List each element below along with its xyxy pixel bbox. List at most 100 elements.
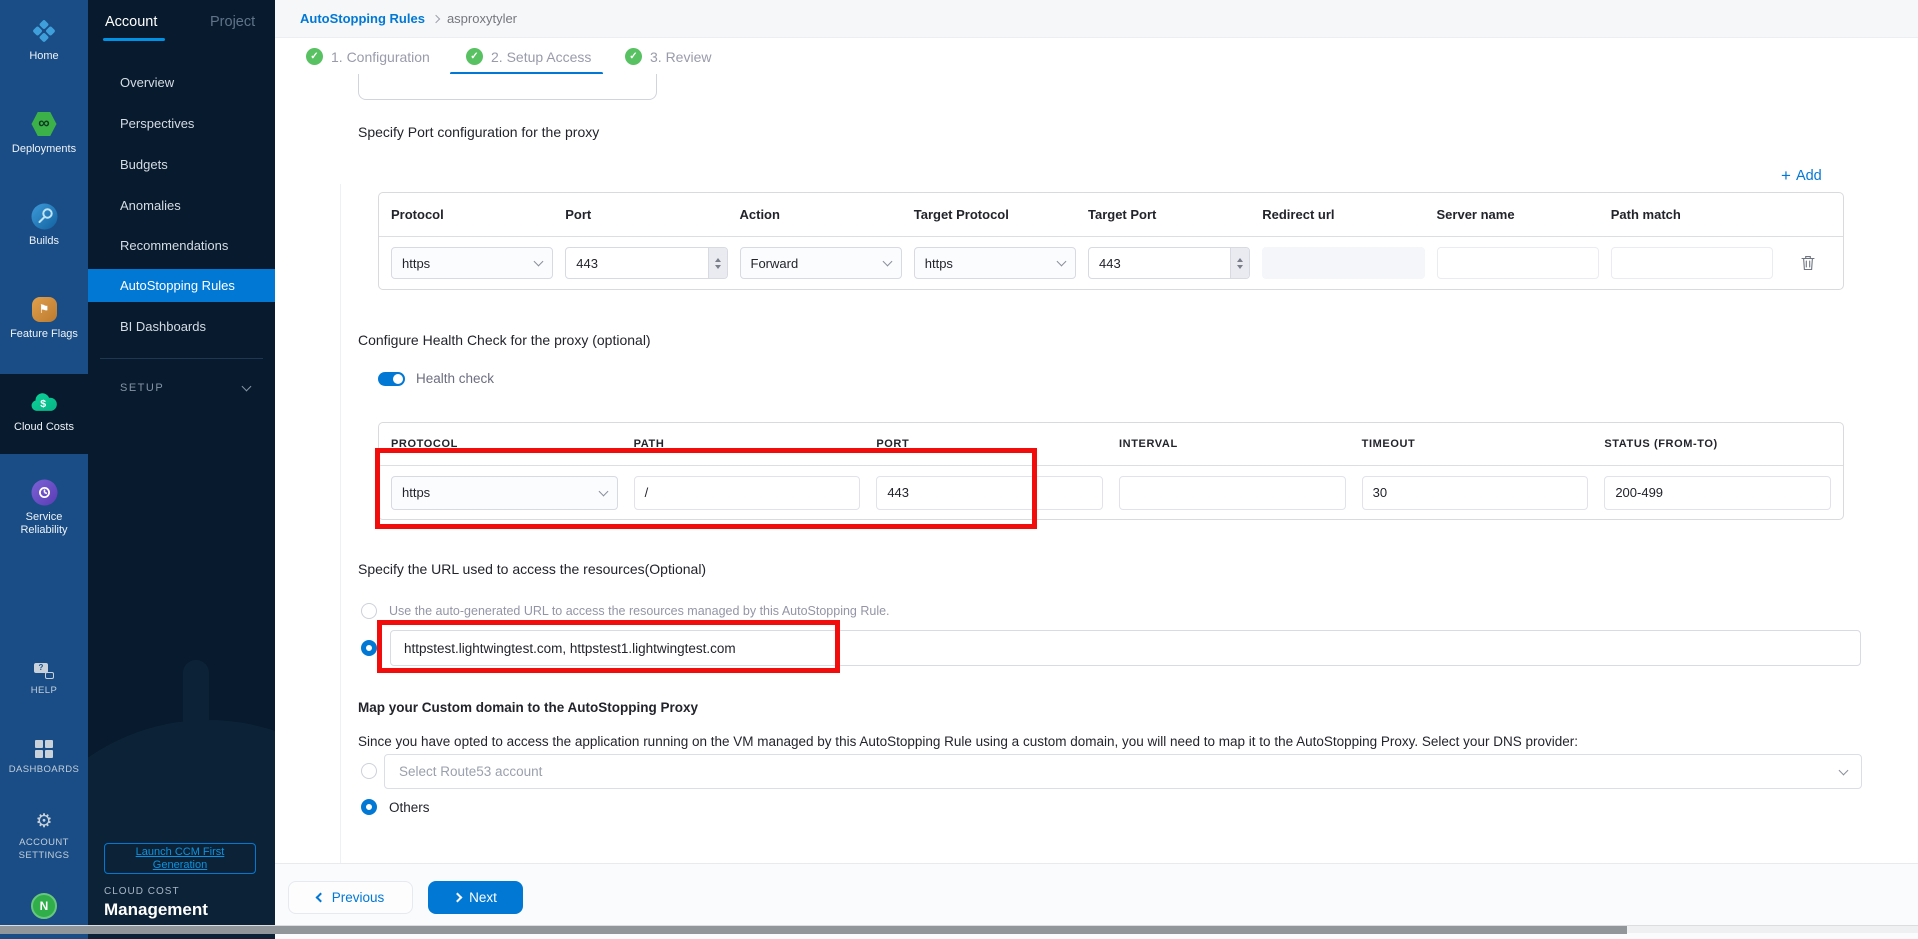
server-name-input[interactable] (1436, 247, 1599, 279)
action-select[interactable]: Forward (739, 247, 902, 279)
path-match-input[interactable] (1610, 247, 1773, 279)
hc-status-input[interactable]: 200-499 (1604, 475, 1831, 510)
ccm-watermark (88, 720, 275, 939)
step-label: 2. Setup Access (491, 48, 592, 65)
col-action: Action (739, 207, 780, 222)
toggle-knob (393, 373, 403, 384)
hc-timeout-input[interactable]: 30 (1361, 475, 1589, 510)
custom-url-option (361, 640, 377, 656)
dns-section-description: Since you have opted to access the appli… (358, 734, 1578, 749)
port-input[interactable]: 443 (565, 247, 728, 279)
nav-item-bi-dashboards[interactable]: BI Dashboards (120, 319, 206, 334)
sidebar-item-feature-flags[interactable]: ⚑ Feature Flags (0, 295, 88, 341)
module-sidebar: Home ∞ Deployments Builds ⚑ Feature Flag… (0, 0, 88, 939)
target-port-input[interactable]: 443 (1088, 247, 1251, 279)
col-path: PATH (633, 438, 665, 450)
check-circle-icon: ✓ (306, 48, 323, 65)
next-button[interactable]: Next (428, 881, 523, 914)
chevron-down-icon (533, 256, 544, 267)
route53-account-select[interactable]: Select Route53 account (384, 754, 1862, 789)
plus-icon: + (1781, 166, 1791, 185)
launch-ccm-first-generation-button[interactable]: Launch CCM First Generation (104, 843, 256, 874)
custom-url-input[interactable]: httpstest.lightwingtest.com, httpstest1.… (390, 630, 1861, 666)
custom-url-radio[interactable] (361, 640, 377, 656)
hc-protocol-select[interactable]: https (391, 475, 618, 510)
step-configuration[interactable]: ✓ 1. Configuration (306, 48, 430, 65)
port-config-row: https 443 Forward https 443 (379, 237, 1843, 289)
svg-text:$: $ (40, 397, 46, 409)
route53-option (361, 763, 377, 779)
protocol-select[interactable]: https (391, 247, 554, 279)
nav-section-setup[interactable]: SETUP (120, 382, 165, 394)
chevron-right-icon (431, 14, 441, 23)
sidebar-item-label: Service Reliability (20, 511, 68, 536)
col-path-match: Path match (1610, 207, 1681, 222)
main-content: AutoStopping Rules asproxytyler ✓ 1. Con… (275, 0, 1918, 939)
nav-item-recommendations[interactable]: Recommendations (120, 238, 229, 253)
step-review[interactable]: ✓ 3. Review (625, 48, 711, 65)
sidebar-item-builds[interactable]: Builds (0, 202, 88, 248)
hc-port-input[interactable]: 443 (876, 475, 1103, 510)
gear-icon: ⚙ (35, 811, 53, 832)
sidebar-item-label: Builds (29, 235, 59, 247)
auto-url-radio[interactable] (361, 603, 377, 619)
sidebar-item-home[interactable]: Home (0, 17, 88, 63)
tab-project[interactable]: Project (210, 14, 256, 30)
health-check-toggle[interactable] (378, 371, 405, 386)
nav-item-budgets[interactable]: Budgets (120, 157, 168, 172)
brand-cloud-cost: CLOUD COST (104, 886, 180, 897)
next-label: Next (469, 890, 497, 905)
col-port: PORT (876, 438, 910, 450)
horizontal-scrollbar[interactable] (0, 925, 1918, 934)
dashboards-icon (35, 740, 53, 758)
check-circle-icon: ✓ (625, 48, 642, 65)
sidebar-item-service-reliability[interactable]: Service Reliability (0, 478, 88, 537)
check-circle-icon: ✓ (466, 48, 483, 65)
chevron-down-icon (882, 256, 893, 267)
delete-row-button[interactable] (1785, 255, 1831, 271)
route53-radio[interactable] (361, 763, 377, 779)
sidebar-item-account-settings[interactable]: ⚙ ACCOUNT SETTINGS (0, 812, 88, 862)
col-redirect-url: Redirect url (1262, 207, 1335, 222)
add-port-config-button[interactable]: + Add (1781, 166, 1822, 186)
number-stepper[interactable] (707, 248, 727, 278)
target-protocol-select[interactable]: https (913, 247, 1076, 279)
auto-url-label: Use the auto-generated URL to access the… (389, 604, 890, 618)
ccm-watermark-stem (183, 660, 209, 750)
breadcrumb-autostopping-rules[interactable]: AutoStopping Rules (300, 11, 425, 26)
redirect-url-input[interactable] (1262, 247, 1425, 279)
scrollbar-thumb[interactable] (0, 926, 1627, 934)
step-setup-access[interactable]: ✓ 2. Setup Access (466, 48, 591, 65)
sidebar-item-deployments[interactable]: ∞ Deployments (0, 110, 88, 156)
port-config-header-row: Protocol Port Action Target Protocol Tar… (379, 193, 1843, 237)
hc-interval-input[interactable] (1119, 475, 1346, 510)
action-value: Forward (750, 255, 799, 271)
target-protocol-value: https (924, 255, 953, 271)
sidebar-item-cloud-costs[interactable]: $ Cloud Costs (0, 388, 88, 434)
others-label: Others (389, 799, 430, 815)
previous-button[interactable]: Previous (288, 881, 413, 914)
hc-protocol-value: https (402, 485, 431, 500)
auto-generated-url-option: Use the auto-generated URL to access the… (361, 603, 890, 619)
chevron-down-icon (1056, 256, 1067, 267)
feature-flags-icon: ⚑ (31, 296, 57, 322)
sidebar-item-label: Home (29, 50, 59, 62)
breadcrumb-current: asproxytyler (446, 11, 518, 26)
hc-path-input[interactable]: / (633, 475, 861, 510)
others-radio[interactable] (361, 799, 377, 815)
nav-item-overview[interactable]: Overview (120, 75, 175, 90)
sidebar-item-help[interactable]: ? HELP (0, 663, 88, 697)
chevron-down-icon[interactable] (241, 381, 252, 392)
active-step-underline (450, 72, 603, 75)
nav-item-anomalies[interactable]: Anomalies (120, 198, 181, 213)
health-check-row: https / 443 30 200-499 (379, 466, 1843, 519)
user-avatar[interactable]: N (0, 893, 88, 919)
url-section-title: Specify the URL used to access the resou… (358, 561, 707, 577)
nav-item-autostopping-rules[interactable]: AutoStopping Rules (88, 269, 275, 302)
number-stepper[interactable] (1230, 248, 1250, 278)
breadcrumb: AutoStopping Rules asproxytyler (275, 0, 1918, 38)
tab-account[interactable]: Account (105, 14, 158, 30)
nav-item-perspectives[interactable]: Perspectives (120, 116, 195, 131)
sidebar-item-dashboards[interactable]: DASHBOARDS (0, 740, 88, 776)
col-target-protocol: Target Protocol (913, 207, 1009, 222)
